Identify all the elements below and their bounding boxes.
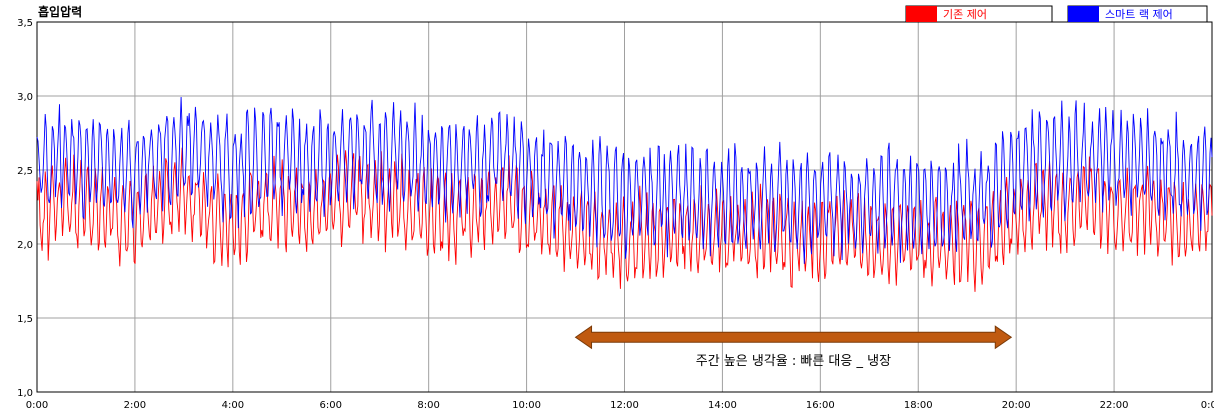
legend: 기존 제어 스마트 랙 제어 <box>905 5 1208 23</box>
x-tick-label: 10:00 <box>512 400 541 411</box>
x-tick-label: 20:00 <box>1002 400 1031 411</box>
x-tick-label: 12:00 <box>610 400 639 411</box>
x-tick-label: 8:00 <box>417 400 439 411</box>
y-tick-label: 1,0 <box>17 388 33 399</box>
y-tick-label: 2,5 <box>17 166 33 177</box>
x-tick-label: 18:00 <box>904 400 933 411</box>
legend-label-existing: 기존 제어 <box>943 8 987 21</box>
y-tick-label: 1,5 <box>17 314 33 325</box>
x-tick-label: 2:00 <box>124 400 146 411</box>
x-tick-label: 4:00 <box>222 400 244 411</box>
x-tick-label: 0:00 <box>26 400 48 411</box>
x-tick-label: 16:00 <box>806 400 835 411</box>
y-tick-label: 3,5 <box>17 18 33 29</box>
y-axis: 1,0 1,5 2,0 2,5 3,0 3,5 <box>17 18 33 399</box>
legend-item-smart: 스마트 랙 제어 <box>1067 5 1208 23</box>
x-tick-label: 22:00 <box>1100 400 1129 411</box>
series-line-smart <box>36 96 1213 264</box>
series-layer <box>36 96 1213 292</box>
legend-swatch-smart <box>1068 6 1099 22</box>
y-tick-label: 2,0 <box>17 240 33 251</box>
y-tick-label: 3,0 <box>17 92 33 103</box>
legend-item-existing: 기존 제어 <box>905 5 1053 23</box>
legend-swatch-existing <box>906 6 937 22</box>
x-tick-label: 0:00 <box>1201 400 1214 411</box>
x-tick-label: 14:00 <box>708 400 737 411</box>
legend-label-smart: 스마트 랙 제어 <box>1105 8 1173 21</box>
chart-title: 흡입압력 <box>38 4 82 19</box>
annotation: 주간 높은 냉각율 : 빠른 대응 _ 냉장 <box>574 325 1013 369</box>
x-tick-label: 6:00 <box>320 400 342 411</box>
annotation-text: 주간 높은 냉각율 : 빠른 대응 _ 냉장 <box>696 354 891 369</box>
x-axis: 0:00 2:00 4:00 6:00 8:00 10:00 12:00 14:00 16:00… <box>26 400 1214 411</box>
annotation-arrow <box>574 325 1013 350</box>
